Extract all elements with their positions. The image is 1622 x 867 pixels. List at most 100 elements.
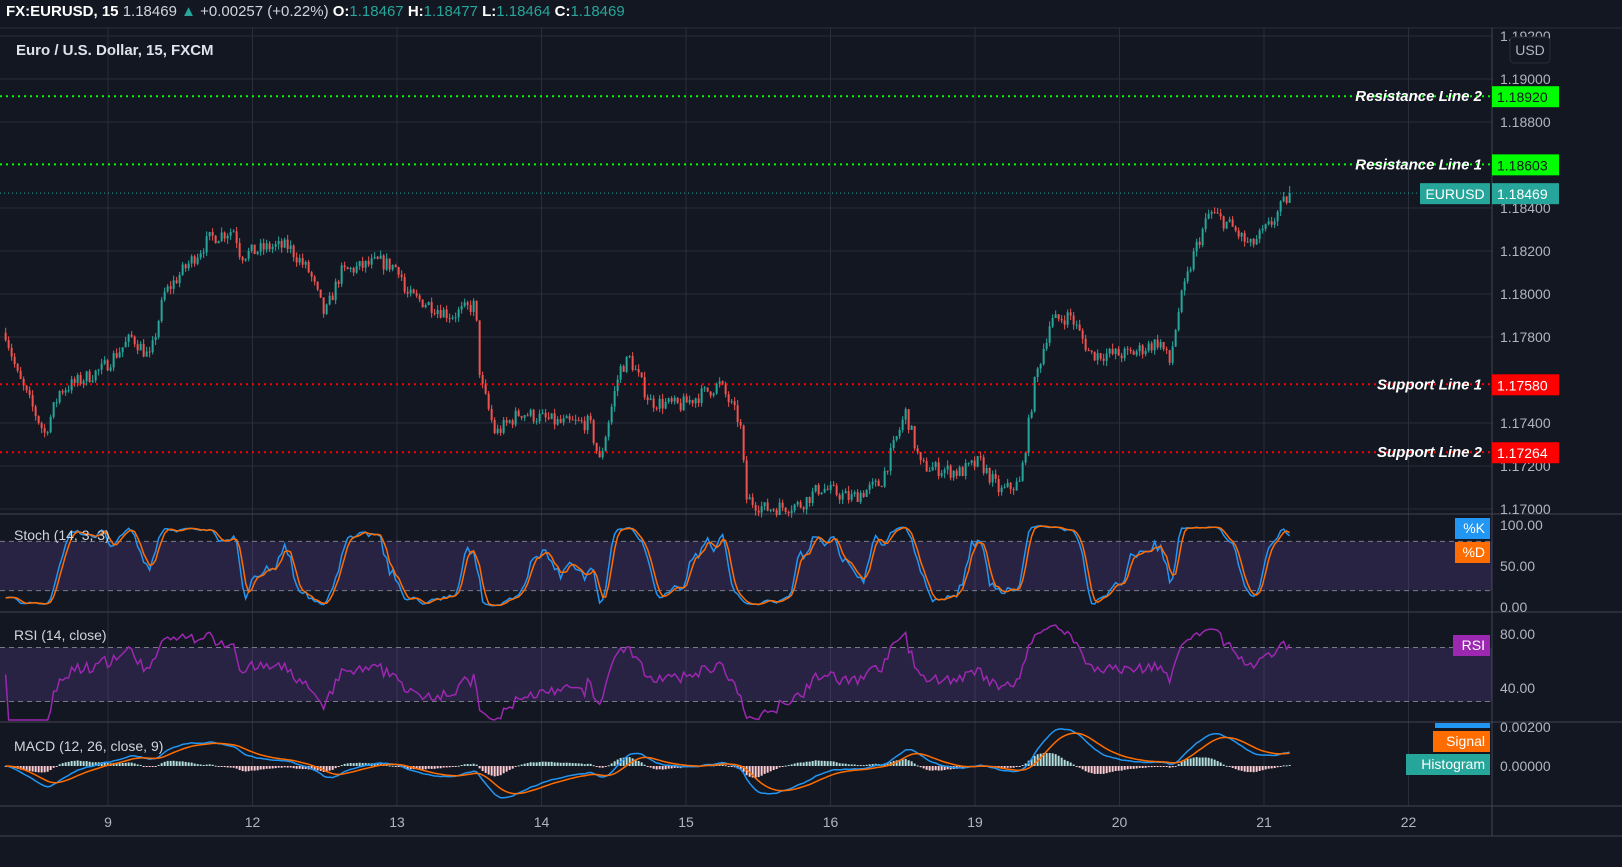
macd-histogram-bar <box>43 766 46 773</box>
candle-body <box>511 420 514 425</box>
candle <box>1132 349 1135 355</box>
candle-body <box>277 240 280 245</box>
candle-body <box>850 494 853 500</box>
macd-histogram-bar <box>1045 753 1048 766</box>
candle-body <box>649 398 652 401</box>
macd-histogram-bar <box>28 766 31 772</box>
candle <box>631 352 634 372</box>
macd-signal-line <box>5 732 1290 795</box>
candle <box>280 238 283 253</box>
candle-body <box>1006 482 1009 487</box>
macd-histogram-bar <box>454 766 457 767</box>
candle <box>502 416 505 435</box>
candle-body <box>1030 411 1033 418</box>
candle-body <box>1225 221 1228 229</box>
macd-histogram-bar <box>328 766 331 771</box>
candle-body <box>1234 226 1237 231</box>
line-price-tag <box>1492 86 1559 108</box>
candle <box>979 451 982 461</box>
candle-body <box>418 295 421 300</box>
candle-body <box>1138 345 1141 352</box>
candle <box>46 430 49 436</box>
candle <box>757 505 760 517</box>
macd-histogram-bar <box>544 761 547 766</box>
candle-body <box>424 305 427 308</box>
candle <box>646 394 649 405</box>
candle <box>916 444 919 455</box>
candle <box>100 358 103 375</box>
macd-histogram-bar <box>1093 766 1096 774</box>
macd-histogram-bar <box>1096 766 1099 774</box>
candle <box>1216 208 1219 214</box>
candle-body <box>1120 355 1123 359</box>
macd-histogram-bar <box>493 766 496 777</box>
macd-histogram-bar <box>628 757 631 766</box>
macd-histogram-bar <box>1171 766 1174 768</box>
macd-histogram-bar <box>616 759 619 766</box>
candle-body <box>178 274 181 284</box>
candle <box>847 486 850 504</box>
candle-body <box>580 420 583 422</box>
candle-body <box>736 405 739 423</box>
candle <box>391 264 394 272</box>
stoch-title[interactable]: Stoch (14, 3, 3) <box>14 527 110 543</box>
candle-body <box>880 486 883 488</box>
macd-histogram-bar <box>673 766 676 768</box>
currency-button[interactable]: USD <box>1509 36 1551 64</box>
macd-histogram-bar <box>406 766 409 770</box>
candle <box>691 399 694 407</box>
indicators <box>0 524 1492 799</box>
candle <box>202 248 205 258</box>
horizontal-lines[interactable]: Resistance Line 2 1.18920 Resistance Line … <box>0 86 1559 775</box>
candle-body <box>907 409 910 430</box>
macd-histogram-bar <box>226 766 229 768</box>
macd-histogram-tag <box>1406 754 1490 775</box>
candle-body <box>484 383 487 394</box>
candle <box>1096 349 1099 365</box>
macd-histogram-bar <box>250 766 253 771</box>
candle-body <box>643 377 646 398</box>
candle-body <box>358 261 361 267</box>
macd-histogram-bar <box>925 766 928 770</box>
candle <box>1003 483 1006 489</box>
macd-histogram-bar <box>1273 766 1276 769</box>
candle <box>517 408 520 417</box>
macd-histogram-bar <box>352 763 355 766</box>
candle <box>970 459 973 466</box>
candle <box>538 409 541 424</box>
candle-body <box>1081 330 1084 339</box>
candle <box>136 340 139 355</box>
candle <box>304 260 307 269</box>
candle-body <box>688 399 691 403</box>
rsi-title[interactable]: RSI (14, close) <box>14 627 107 643</box>
symbol[interactable]: FX:EURUSD, 15 <box>6 3 119 20</box>
candle <box>961 465 964 477</box>
candle <box>394 263 397 268</box>
candle <box>862 490 865 498</box>
macd-histogram-bar <box>1135 766 1138 769</box>
macd-title[interactable]: MACD (12, 26, close, 9) <box>14 738 163 754</box>
candle <box>619 363 622 383</box>
candle <box>508 419 511 424</box>
candle <box>181 261 184 276</box>
candle-body <box>1132 351 1135 355</box>
macd-histogram-bar <box>76 760 79 766</box>
candle-body <box>82 381 85 384</box>
candle <box>664 398 667 410</box>
macd-histogram-bar <box>256 766 259 771</box>
candle <box>661 393 664 414</box>
candle <box>382 254 385 275</box>
candle-body <box>388 258 391 270</box>
candle <box>61 389 64 395</box>
candle <box>868 481 871 495</box>
macd-histogram-bar <box>421 766 424 770</box>
macd-histogram-bar <box>820 760 823 766</box>
candle <box>532 408 535 424</box>
candle-body <box>928 470 931 472</box>
candle <box>814 484 817 493</box>
macd-histogram-bar <box>868 764 871 766</box>
macd-histogram-bar <box>169 760 172 766</box>
candle-body <box>7 340 10 348</box>
candle <box>298 254 301 266</box>
